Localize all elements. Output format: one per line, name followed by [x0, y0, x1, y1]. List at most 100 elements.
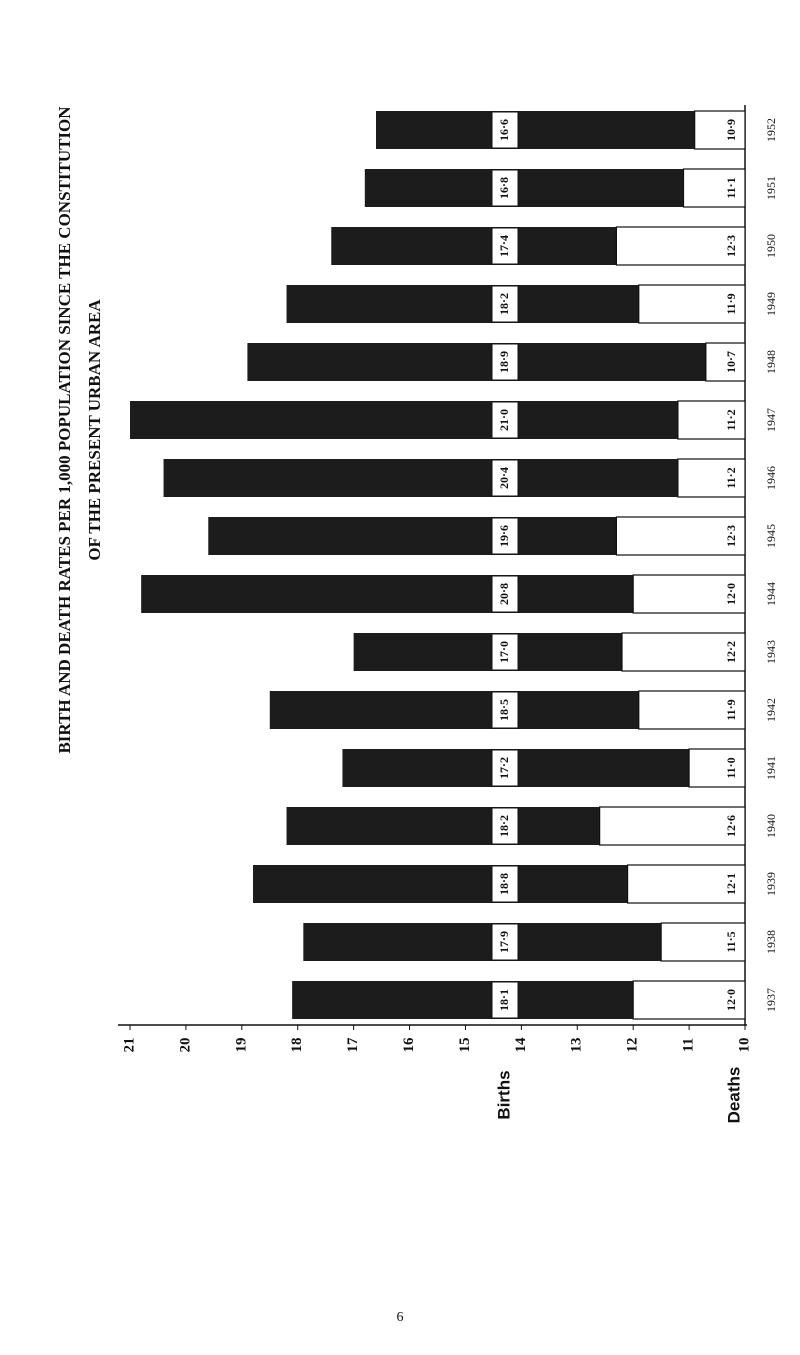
label-box: [491, 923, 519, 961]
death-bar: [615, 516, 746, 556]
death-bar: [694, 110, 746, 150]
death-value-label: 11·2: [724, 467, 738, 488]
label-box: [491, 517, 519, 555]
birth-value-label: 17·4: [497, 235, 511, 257]
death-bar: [705, 342, 746, 382]
birth-bar: [130, 401, 745, 439]
birth-value-label: 18·8: [497, 873, 511, 895]
birth-value-label: 18·9: [497, 351, 511, 373]
death-bar: [638, 284, 746, 324]
death-value-label: 12·0: [724, 583, 738, 605]
x-tick-label: 1952: [764, 118, 778, 142]
legend-label: Births: [494, 1070, 513, 1119]
birth-value-label: 18·5: [497, 699, 511, 721]
label-box: [491, 749, 519, 787]
label-box: [491, 865, 519, 903]
death-bar: [660, 922, 746, 962]
birth-value-label: 20·4: [497, 467, 511, 489]
death-bar: [638, 690, 746, 730]
birth-value-label: 18·2: [497, 293, 511, 315]
y-tick-label: 11: [681, 1038, 697, 1052]
birth-value-label: 18·1: [497, 989, 511, 1011]
y-tick-label: 18: [289, 1038, 305, 1053]
death-bar: [688, 748, 746, 788]
y-tick-label: 10: [736, 1038, 752, 1053]
death-value-label: 10·7: [724, 351, 738, 373]
death-value-label: 12·1: [724, 873, 738, 895]
death-bar: [599, 806, 746, 846]
death-bar: [632, 574, 746, 614]
y-tick-label: 14: [513, 1037, 529, 1053]
death-value-label: 11·1: [724, 177, 738, 198]
birth-bar: [342, 749, 745, 787]
label-box: [491, 227, 519, 265]
death-value-label: 12·3: [724, 235, 738, 257]
label-box: [491, 111, 519, 149]
x-tick-label: 1943: [764, 640, 778, 664]
legend-label: Deaths: [724, 1067, 743, 1124]
label-box: [491, 691, 519, 729]
y-tick-label: 21: [121, 1038, 137, 1053]
label-box: [491, 169, 519, 207]
death-value-label: 10·9: [724, 119, 738, 141]
death-bar: [626, 864, 746, 904]
x-tick-label: 1950: [764, 234, 778, 258]
x-tick-label: 1944: [764, 582, 778, 606]
label-box: [491, 459, 519, 497]
chart-title: BIRTH AND DEATH RATES PER 1,000 POPULATI…: [55, 106, 74, 754]
death-value-label: 11·2: [724, 409, 738, 430]
x-tick-label: 1937: [764, 988, 778, 1012]
x-tick-label: 1940: [764, 814, 778, 838]
death-value-label: 11·5: [724, 931, 738, 952]
x-tick-label: 1948: [764, 350, 778, 374]
x-tick-label: 1942: [764, 698, 778, 722]
death-bar: [677, 400, 746, 440]
death-value-label: 12·3: [724, 525, 738, 547]
y-tick-label: 20: [177, 1038, 193, 1053]
birth-value-label: 19·6: [497, 525, 511, 547]
death-bar: [682, 168, 746, 208]
death-value-label: 11·0: [724, 757, 738, 778]
death-bar: [615, 226, 746, 266]
y-tick-label: 17: [345, 1037, 361, 1053]
death-value-label: 11·9: [724, 699, 738, 720]
birth-bar: [376, 111, 745, 149]
death-value-label: 12·0: [724, 989, 738, 1011]
label-box: [491, 981, 519, 1019]
birth-value-label: 21·0: [497, 409, 511, 431]
birth-value-label: 17·0: [497, 641, 511, 663]
chart-subtitle: OF THE PRESENT URBAN AREA: [85, 299, 104, 561]
death-value-label: 12·6: [724, 815, 738, 837]
label-box: [491, 401, 519, 439]
page-number: 6: [397, 1310, 404, 1325]
birth-value-label: 16·8: [497, 177, 511, 199]
label-box: [491, 575, 519, 613]
x-tick-label: 1951: [764, 176, 778, 200]
birth-value-label: 20·8: [497, 583, 511, 605]
x-tick-label: 1941: [764, 756, 778, 780]
x-tick-label: 1949: [764, 292, 778, 316]
death-value-label: 12·2: [724, 641, 738, 663]
birth-value-label: 18·2: [497, 815, 511, 837]
x-tick-label: 1938: [764, 930, 778, 954]
label-box: [491, 343, 519, 381]
x-tick-label: 1945: [764, 524, 778, 548]
birth-bar: [163, 459, 745, 497]
death-value-label: 11·9: [724, 293, 738, 314]
y-tick-label: 12: [625, 1038, 641, 1053]
x-tick-label: 1939: [764, 872, 778, 896]
label-box: [491, 807, 519, 845]
y-tick-label: 15: [457, 1038, 473, 1053]
y-tick-label: 16: [401, 1037, 417, 1053]
birth-value-label: 17·2: [497, 757, 511, 779]
label-box: [491, 285, 519, 323]
death-bar: [632, 980, 746, 1020]
x-tick-label: 1947: [764, 408, 778, 432]
birth-value-label: 16·6: [497, 119, 511, 141]
label-box: [491, 633, 519, 671]
death-bar: [677, 458, 746, 498]
x-tick-label: 1946: [764, 466, 778, 490]
y-tick-label: 13: [569, 1038, 585, 1053]
